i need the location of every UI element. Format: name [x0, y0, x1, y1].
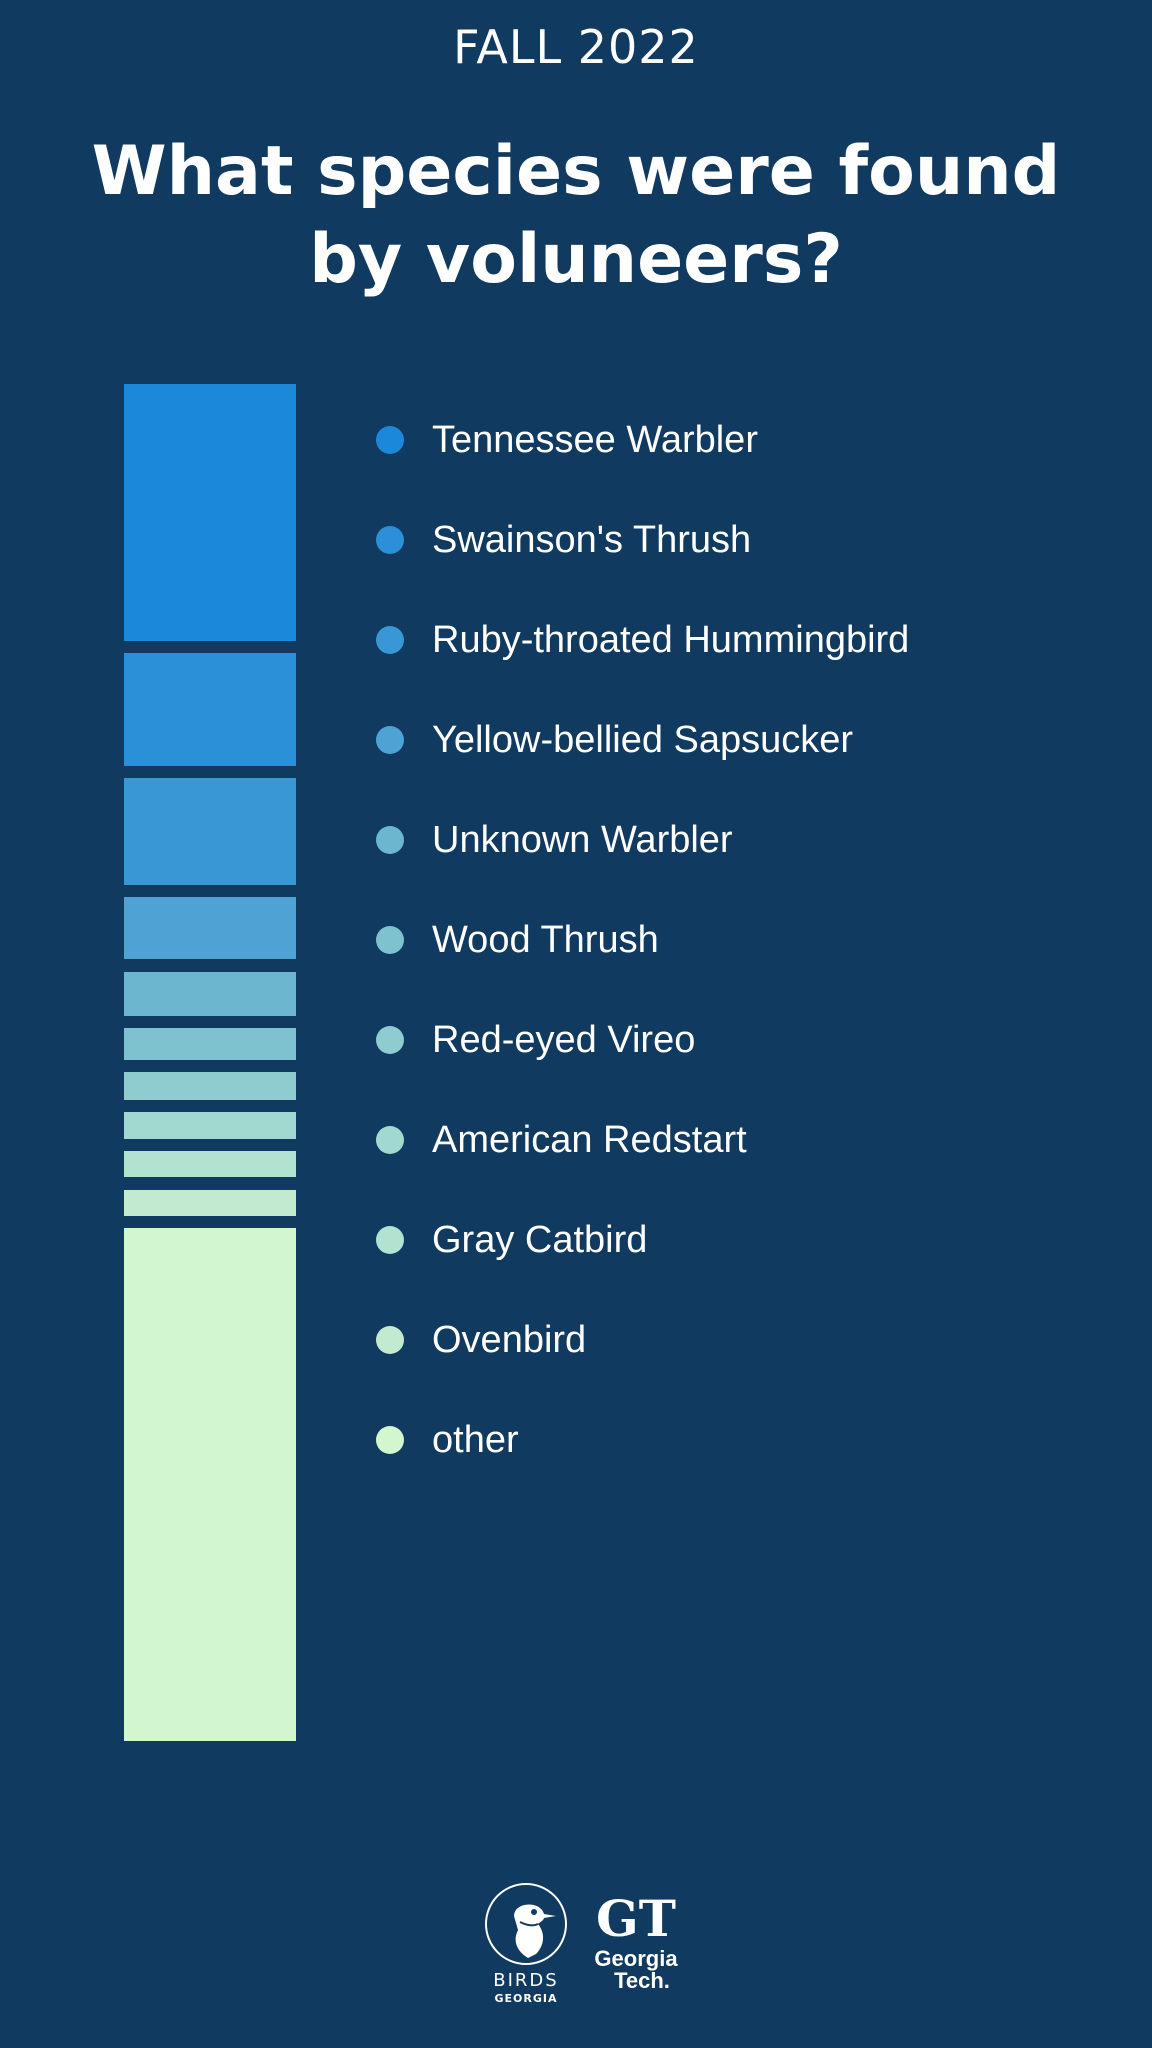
legend-item: other: [376, 1410, 519, 1470]
svg-text:BIRDS: BIRDS: [493, 1970, 558, 1991]
legend-label: other: [432, 1418, 519, 1461]
legend-label: Tennessee Warbler: [432, 418, 758, 461]
legend-label: Red-eyed Vireo: [432, 1018, 696, 1061]
legend-item: Tennessee Warbler: [376, 410, 758, 470]
bar-segment: [124, 971, 296, 1016]
bar-segment: [124, 1027, 296, 1060]
legend-item: Gray Catbird: [376, 1210, 647, 1270]
legend-label: Ruby-throated Hummingbird: [432, 618, 910, 661]
legend-label: Swainson's Thrush: [432, 518, 752, 561]
bar-segment: [124, 1111, 296, 1139]
legend-swatch: [376, 726, 404, 754]
svg-text:GT: GT: [596, 1889, 676, 1948]
bar-segment: [124, 777, 296, 885]
legend-label: Unknown Warbler: [432, 818, 733, 861]
legend-item: Yellow-bellied Sapsucker: [376, 710, 853, 770]
svg-text:Tech.: Tech.: [614, 1968, 670, 1993]
legend-label: American Redstart: [432, 1118, 747, 1161]
bar-segment: [124, 896, 296, 960]
legend-item: Swainson's Thrush: [376, 510, 751, 570]
svg-text:Georgia: Georgia: [594, 1946, 678, 1971]
legend-item: American Redstart: [376, 1110, 747, 1170]
footer-logos: BIRDS GEORGIA GT Georgia Tech.: [484, 1882, 684, 2006]
bar-segment: [124, 1228, 296, 1741]
bar-segment: [124, 1189, 296, 1217]
season-label: FALL 2022: [453, 20, 699, 74]
svg-text:GEORGIA: GEORGIA: [495, 1992, 558, 2005]
legend-swatch: [376, 1026, 404, 1054]
bar-segment: [124, 653, 296, 766]
stacked-bar: [124, 384, 296, 1741]
legend-swatch: [376, 626, 404, 654]
georgia-tech-logo: GT Georgia Tech.: [594, 1889, 678, 1993]
legend-swatch: [376, 1426, 404, 1454]
legend-swatch: [376, 1126, 404, 1154]
legend-label: Gray Catbird: [432, 1218, 648, 1261]
legend-swatch: [376, 526, 404, 554]
legend-swatch: [376, 1326, 404, 1354]
bar-segment: [124, 1071, 296, 1100]
legend-swatch: [376, 1226, 404, 1254]
legend-item: Wood Thrush: [376, 910, 659, 970]
bar-segment: [124, 1150, 296, 1178]
legend-item: Unknown Warbler: [376, 810, 733, 870]
legend-item: Red-eyed Vireo: [376, 1010, 695, 1070]
chart-title: What species were found by voluneers?: [91, 132, 1061, 299]
legend-label: Ovenbird: [432, 1318, 587, 1361]
legend-label: Wood Thrush: [432, 918, 659, 961]
legend-swatch: [376, 426, 404, 454]
legend-item: Ruby-throated Hummingbird: [376, 610, 909, 670]
legend-item: Ovenbird: [376, 1310, 586, 1370]
legend-swatch: [376, 926, 404, 954]
bar-segment: [124, 384, 296, 641]
birds-georgia-logo: BIRDS GEORGIA: [485, 1883, 567, 2005]
legend-label: Yellow-bellied Sapsucker: [432, 718, 854, 761]
legend-swatch: [376, 826, 404, 854]
